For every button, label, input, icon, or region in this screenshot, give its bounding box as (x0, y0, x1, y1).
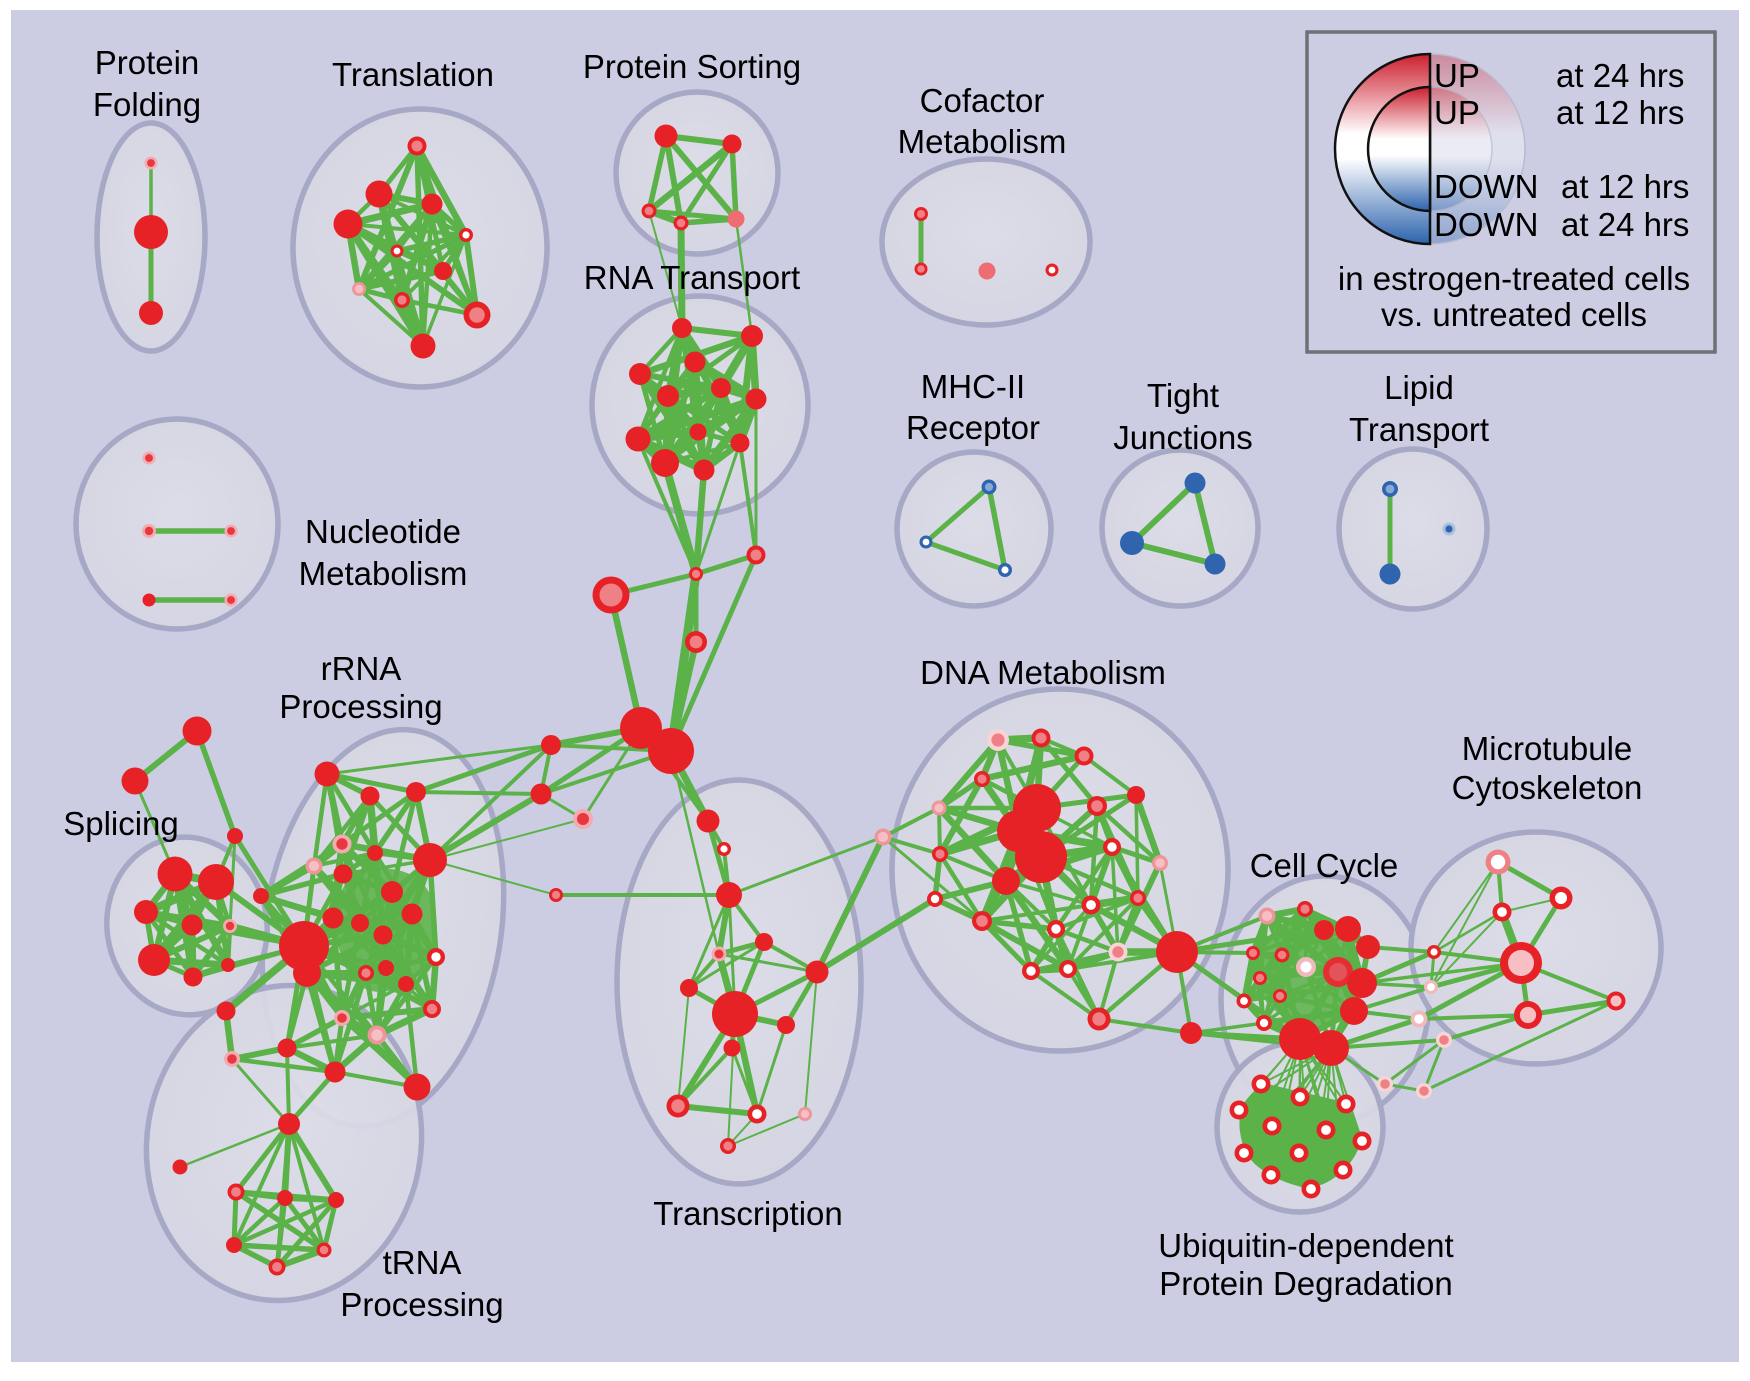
svg-text:in estrogen-treated cells: in estrogen-treated cells (1338, 260, 1690, 297)
svg-text:at 12 hrs: at 12 hrs (1561, 168, 1689, 205)
svg-text:Processing: Processing (279, 688, 442, 725)
svg-text:MHC-II: MHC-II (921, 368, 1025, 405)
svg-text:Protein Sorting: Protein Sorting (583, 48, 801, 85)
svg-text:DOWN: DOWN (1434, 206, 1538, 243)
svg-text:DNA Metabolism: DNA Metabolism (920, 654, 1166, 691)
svg-text:tRNA: tRNA (383, 1244, 462, 1281)
svg-text:Lipid: Lipid (1384, 369, 1454, 406)
svg-text:Transcription: Transcription (653, 1195, 843, 1232)
svg-text:Transport: Transport (1349, 411, 1489, 448)
svg-text:RNA Transport: RNA Transport (584, 259, 800, 296)
svg-text:Splicing: Splicing (63, 805, 179, 842)
svg-text:Processing: Processing (340, 1286, 503, 1323)
svg-text:Protein: Protein (95, 44, 200, 81)
svg-text:Cell Cycle: Cell Cycle (1250, 847, 1399, 884)
svg-text:rRNA: rRNA (321, 650, 402, 687)
svg-text:Folding: Folding (93, 86, 201, 123)
svg-text:DOWN: DOWN (1434, 168, 1538, 205)
svg-text:Protein Degradation: Protein Degradation (1159, 1265, 1453, 1302)
svg-text:Translation: Translation (332, 56, 494, 93)
svg-text:Cytoskeleton: Cytoskeleton (1452, 769, 1643, 806)
svg-text:vs. untreated cells: vs. untreated cells (1381, 296, 1647, 333)
svg-text:Cofactor: Cofactor (920, 82, 1045, 119)
svg-text:at 24 hrs: at 24 hrs (1561, 206, 1689, 243)
svg-text:Junctions: Junctions (1113, 419, 1252, 456)
svg-text:Receptor: Receptor (906, 409, 1040, 446)
svg-text:Metabolism: Metabolism (898, 123, 1067, 160)
svg-text:UP: UP (1434, 94, 1480, 131)
svg-text:Microtubule: Microtubule (1462, 730, 1633, 767)
svg-text:Tight: Tight (1147, 377, 1219, 414)
svg-text:Nucleotide: Nucleotide (305, 513, 461, 550)
svg-text:Ubiquitin-dependent: Ubiquitin-dependent (1158, 1227, 1453, 1264)
svg-text:UP: UP (1434, 57, 1480, 94)
svg-text:Metabolism: Metabolism (299, 555, 468, 592)
svg-text:at 12 hrs: at 12 hrs (1556, 94, 1684, 131)
svg-text:at 24 hrs: at 24 hrs (1556, 57, 1684, 94)
